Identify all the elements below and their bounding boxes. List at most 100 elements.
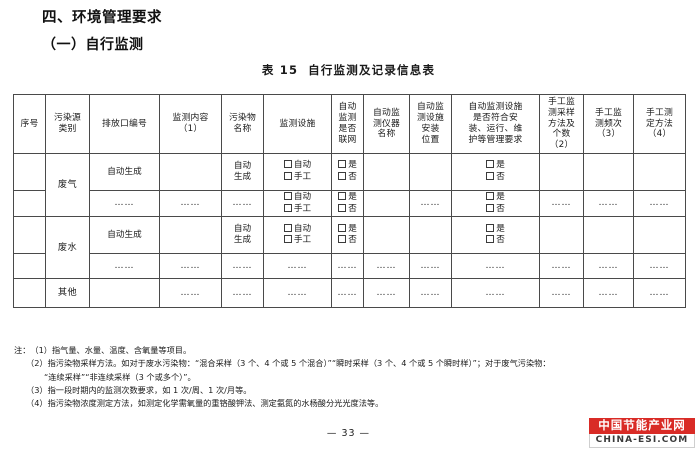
- section-heading-level-2: （一）自行监测: [42, 37, 144, 53]
- cell-monitoring-content[interactable]: [159, 216, 222, 255]
- cell-auto-compliance-checkbox[interactable]: 是 否: [451, 189, 540, 218]
- checkbox-yes[interactable]: [486, 160, 495, 169]
- cell-auto-networked: ……: [331, 278, 364, 309]
- checkbox-no[interactable]: [486, 172, 495, 180]
- table-body: 废气 自动生成 自动 生成 自动 手工 是 否: [13, 152, 686, 309]
- cell-monitoring-facility-checkbox[interactable]: 自动 手工: [263, 153, 332, 191]
- note-text-3: 指一段时期内的监测次数要求，如 1 次/周、1 次/月等。: [47, 384, 252, 395]
- table-header-row: 序号 污染源 类别 排放口编号 监测内容 （1） 污染物: [13, 94, 686, 154]
- column-header-serial-number: 序号: [13, 94, 46, 154]
- checkbox-auto[interactable]: [283, 160, 292, 169]
- cell-serial-number[interactable]: [13, 189, 46, 218]
- cell-manual-frequency[interactable]: [583, 153, 634, 191]
- checkbox-manual[interactable]: [283, 235, 292, 244]
- cell-monitoring-content: ……: [159, 278, 222, 309]
- column-header-auto-facility-compliance: 自动监测设施 是否符合安 装、运行、维 护等管理要求: [451, 94, 540, 154]
- table-row: 废气 自动生成 自动 生成 自动 手工 是 否: [13, 152, 686, 218]
- table-row: 废水 自动生成 自动 生成 自动 手工 是 否: [13, 216, 686, 280]
- table-caption-title: 自行监测及记录信息表: [308, 63, 436, 77]
- checkbox-yes[interactable]: [338, 160, 347, 169]
- cell-manual-frequency: ……: [583, 278, 634, 309]
- table-row: …… …… …… …… …… …… …… …… …… …… ……: [13, 253, 686, 280]
- cell-auto-instrument-name: ……: [363, 253, 410, 280]
- watermark-site-url: CHINA-ESI.COM: [589, 434, 695, 448]
- checkbox-no[interactable]: [338, 172, 347, 180]
- checkbox-auto[interactable]: [283, 192, 292, 200]
- cell-manual-determination-method: ……: [633, 253, 686, 280]
- section-heading-level-1: 四、环境管理要求: [42, 10, 162, 26]
- table-notes: 注：（1）指气量、水量、温度、含氧量等项目。 （2）指污染物采样方法。如对于废水…: [14, 344, 684, 410]
- table-row: 其他 …… …… …… …… …… …… …… …… …… ……: [13, 278, 686, 309]
- note-text-2a: 指污染物采样方法。如对于废水污染物：“混合采样（3 个、4 个或 5 个混合）”…: [47, 358, 551, 369]
- checkbox-manual[interactable]: [283, 172, 292, 180]
- cell-auto-instrument-name[interactable]: [363, 189, 410, 218]
- cell-auto-compliance-checkbox[interactable]: 是 否: [451, 216, 540, 255]
- checkbox-yes[interactable]: [338, 223, 347, 232]
- cell-monitoring-facility: ……: [263, 278, 332, 309]
- watermark-logo: 中国节能产业网 CHINA-ESI.COM: [589, 418, 695, 448]
- checkbox-no[interactable]: [338, 203, 347, 212]
- cell-monitoring-content[interactable]: [159, 153, 222, 191]
- column-header-monitoring-content: 监测内容 （1）: [159, 94, 222, 154]
- cell-auto-install-position[interactable]: [409, 153, 452, 191]
- cell-auto-networked-checkbox[interactable]: 是 否: [331, 216, 364, 255]
- column-header-pollution-source-category: 污染源 类别: [45, 94, 90, 154]
- checkbox-manual[interactable]: [283, 203, 292, 212]
- column-header-monitoring-facility: 监测设施: [263, 94, 332, 154]
- cell-serial-number[interactable]: [13, 153, 46, 191]
- note-label-1: （1）: [30, 345, 52, 355]
- cell-pollutant-name: 自动 生成: [221, 216, 264, 255]
- cell-serial-number[interactable]: [13, 216, 46, 255]
- page-number: — 33 —: [326, 428, 371, 439]
- cell-auto-install-position: ……: [409, 253, 452, 280]
- checkbox-no[interactable]: [338, 235, 347, 244]
- checkbox-yes[interactable]: [486, 223, 495, 232]
- cell-manual-sampling-method: ……: [539, 278, 584, 309]
- column-header-auto-monitoring-networked: 自动 监测 是否 联网: [331, 94, 364, 154]
- cell-auto-networked-checkbox[interactable]: 是 否: [331, 153, 364, 191]
- cell-auto-networked: ……: [331, 253, 364, 280]
- cell-manual-frequency: ……: [583, 189, 634, 218]
- cell-outlet-number: 自动生成: [89, 153, 160, 191]
- note-line: （3）指一段时期内的监测次数要求，如 1 次/周、1 次/月等。: [14, 384, 684, 397]
- checkbox-yes[interactable]: [486, 192, 495, 200]
- checkbox-no[interactable]: [486, 235, 495, 244]
- note-line: （2）指污染物采样方法。如对于废水污染物：“混合采样（3 个、4 个或 5 个混…: [14, 357, 684, 370]
- note-text-2b: “连续采样”“非连续采样（3 个或多个）”。: [44, 371, 196, 382]
- cell-outlet-number: 自动生成: [89, 216, 160, 255]
- cell-auto-instrument-name[interactable]: [363, 153, 410, 191]
- cell-auto-networked-checkbox[interactable]: 是 否: [331, 189, 364, 218]
- checkbox-auto[interactable]: [283, 223, 292, 232]
- cell-category-waste-gas: 废气: [45, 152, 90, 218]
- cell-auto-instrument-name[interactable]: [363, 216, 410, 255]
- cell-auto-compliance: ……: [451, 278, 540, 309]
- note-line: “连续采样”“非连续采样（3 个或多个）”。: [14, 371, 684, 384]
- cell-auto-install-position[interactable]: [409, 216, 452, 255]
- note-label-3: （3）: [26, 384, 48, 395]
- cell-manual-sampling-method[interactable]: [539, 153, 584, 191]
- note-text-4: 指污染物浓度测定方法，如测定化学需氧量的重铬酸钾法、测定氨氮的水杨酸分光光度法等…: [47, 398, 384, 409]
- cell-pollutant-name: ……: [221, 278, 264, 309]
- notes-title: 注：: [14, 345, 31, 355]
- cell-auto-compliance-checkbox[interactable]: 是 否: [451, 153, 540, 191]
- cell-pollutant-name: ……: [221, 189, 264, 218]
- checkbox-no[interactable]: [486, 203, 495, 212]
- checkbox-yes[interactable]: [338, 192, 347, 200]
- cell-serial-number[interactable]: [13, 278, 46, 309]
- cell-manual-determination-method[interactable]: [633, 153, 686, 191]
- table-row: …… …… …… 自动 手工 是 否 …… 是 否: [13, 189, 686, 218]
- cell-manual-determination-method[interactable]: [633, 216, 686, 255]
- cell-auto-compliance: ……: [451, 253, 540, 280]
- cell-serial-number[interactable]: [13, 253, 46, 280]
- cell-monitoring-content: ……: [159, 253, 222, 280]
- self-monitoring-table: 序号 污染源 类别 排放口编号 监测内容 （1） 污染物: [13, 94, 686, 309]
- cell-monitoring-facility-checkbox[interactable]: 自动 手工: [263, 216, 332, 255]
- table-caption-number: 表 15: [261, 63, 299, 77]
- cell-category-waste-water: 废水: [45, 216, 90, 280]
- cell-manual-frequency[interactable]: [583, 216, 634, 255]
- cell-manual-sampling-method[interactable]: [539, 216, 584, 255]
- column-header-auto-facility-install-position: 自动监 测设施 安装 位置: [409, 94, 452, 154]
- cell-outlet-number[interactable]: [89, 278, 160, 309]
- cell-monitoring-facility-checkbox[interactable]: 自动 手工: [263, 189, 332, 218]
